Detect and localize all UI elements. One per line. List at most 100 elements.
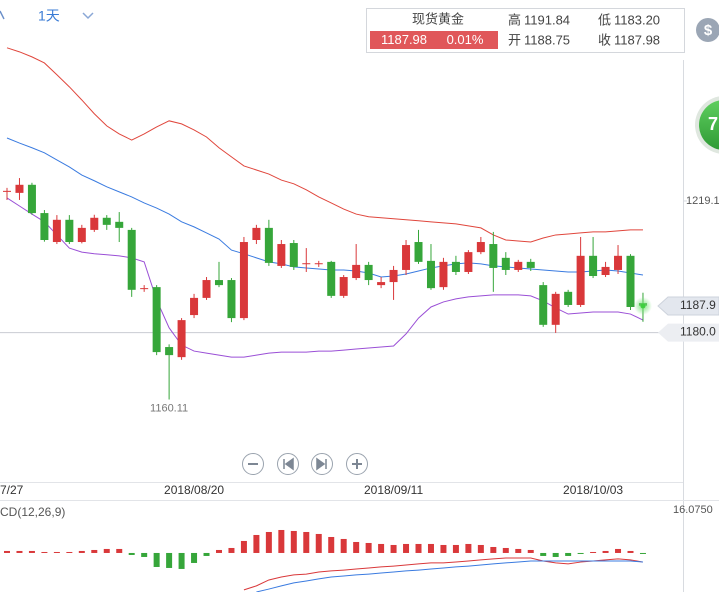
candle-body [464, 252, 473, 272]
macd-bar [215, 549, 222, 553]
back-icon[interactable] [0, 10, 5, 20]
candle-body [264, 227, 273, 263]
macd-bar [78, 550, 85, 553]
macd-bar [477, 544, 484, 553]
x-tick-label: 2018/09/11 [364, 483, 423, 497]
macd-bar [16, 550, 23, 553]
macd-bar [378, 543, 385, 553]
candle-body [127, 229, 136, 290]
close-label: 收 [598, 32, 611, 47]
macd-bar [4, 550, 10, 553]
macd-bar [452, 544, 459, 553]
candle-body [152, 287, 161, 353]
low-label: 低 [598, 12, 611, 27]
macd-bar [502, 547, 509, 553]
macd-bar [540, 552, 547, 556]
axes: 1180.0 1219.1 1187.9 7/27 2018/08/20 2018/09/… [0, 195, 719, 516]
candle-body [214, 280, 223, 286]
band-line [6, 137, 644, 278]
candle-body [426, 260, 435, 289]
candle-body [65, 219, 74, 243]
badge-text: 7 [708, 114, 718, 134]
macd-bar [639, 552, 646, 554]
candle-body [526, 261, 535, 268]
macd-bar [577, 552, 584, 554]
macd-bar [166, 552, 173, 568]
candle-body [165, 347, 174, 356]
x-tick-label: 7/27 [0, 483, 24, 497]
step-forward-icon [316, 457, 327, 471]
candle-body [601, 266, 610, 276]
candle-body [364, 264, 373, 281]
current-price-dot [640, 303, 646, 309]
macd-bar [91, 549, 98, 553]
candle-body [589, 255, 598, 277]
macd-bar [565, 552, 572, 556]
candle-body [252, 227, 261, 240]
macd-bar [515, 548, 522, 553]
candle-body [539, 285, 548, 325]
candle-body [3, 190, 11, 192]
macd-bar [427, 543, 434, 553]
candle-body [40, 213, 49, 240]
y-tick-label: 16.0750 [673, 504, 713, 516]
macd-bar [627, 550, 634, 553]
macd-bar [41, 551, 48, 553]
reference-tag [658, 323, 719, 342]
macd-bar [303, 531, 310, 553]
candle-body [377, 282, 386, 286]
macd-bar [415, 543, 422, 553]
quote-name: 现货黄金 [412, 11, 464, 26]
x-tick-label: 2018/10/03 [563, 483, 623, 497]
macd-bar [290, 530, 297, 553]
candle-body [614, 255, 623, 270]
quote-price-box [370, 31, 498, 49]
macd-bar [253, 534, 260, 553]
period-selector[interactable]: 1天 [38, 8, 60, 24]
price-plot: 1160.11 [0, 47, 683, 414]
candle-body [514, 261, 523, 270]
candle-body [277, 244, 286, 266]
macd-bar [465, 543, 472, 553]
badge[interactable] [699, 100, 719, 150]
macd-bar [590, 551, 597, 553]
macd-bar [490, 546, 497, 553]
macd-bar [103, 548, 110, 553]
macd-bar [527, 549, 534, 553]
band-line [6, 47, 643, 243]
candle-body [314, 263, 323, 265]
macd-bar [353, 541, 360, 553]
currency-icon-text: $ [704, 22, 713, 39]
candle-body [302, 263, 311, 265]
zoom-in-icon [352, 459, 362, 469]
candle-body [27, 184, 36, 214]
macd-bar [191, 552, 198, 563]
macd-bar [28, 550, 35, 553]
candle-body [289, 243, 298, 267]
quote-price: 1187.98 [381, 32, 427, 47]
candle-body [77, 227, 86, 243]
macd-bar [240, 540, 247, 553]
macd-bar [66, 551, 73, 553]
macd-bar [602, 550, 609, 553]
candle-body [476, 242, 485, 253]
candle-body [439, 261, 448, 288]
low-annotation: 1160.11 [150, 402, 188, 414]
macd-plot [4, 529, 646, 592]
macd-bar [552, 552, 559, 557]
currency-icon[interactable] [696, 18, 719, 42]
high-value: 1191.84 [524, 12, 570, 27]
macd-bar [53, 551, 60, 553]
macd-title: CD(12,26,9) [0, 505, 65, 519]
macd-bar [265, 531, 272, 553]
candle-body [551, 293, 560, 325]
zoom-controls [242, 453, 368, 475]
y-tick-label: 1219.1 [686, 195, 719, 207]
macd-bar [141, 552, 148, 557]
current-price-label: 1187.9 [680, 298, 716, 312]
macd-bar [278, 529, 285, 553]
dropdown-arrow[interactable] [82, 12, 94, 20]
candle-body [227, 280, 236, 319]
candle-body [564, 291, 573, 305]
